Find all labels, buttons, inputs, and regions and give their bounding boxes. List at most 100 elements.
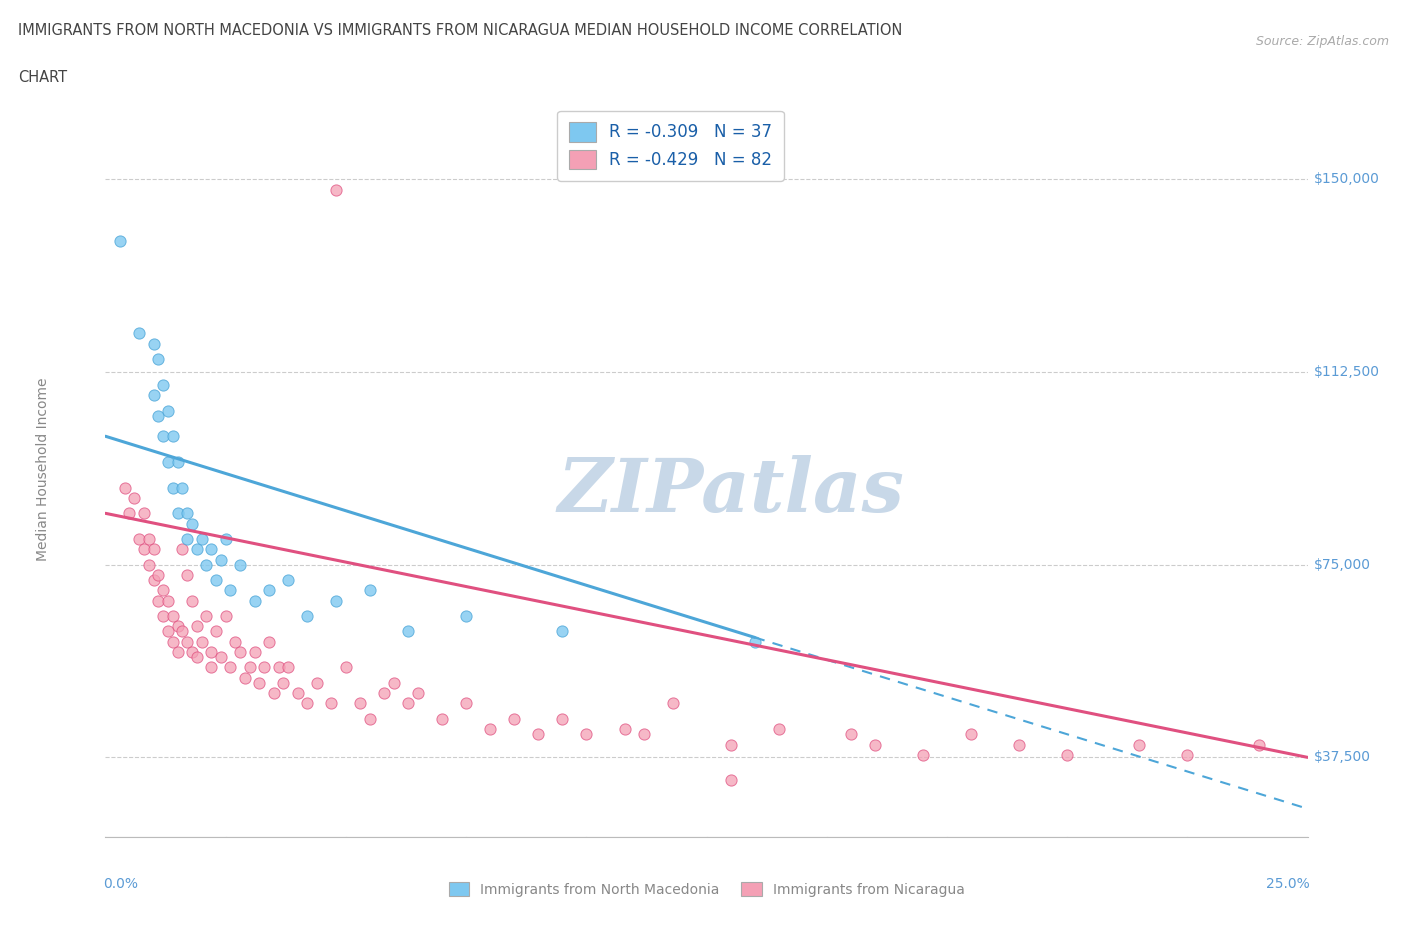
Point bbox=[142, 573, 165, 588]
Text: 0.0%: 0.0% bbox=[103, 877, 138, 892]
Point bbox=[186, 650, 208, 665]
Point bbox=[287, 685, 309, 700]
Point bbox=[247, 675, 270, 690]
Point bbox=[128, 532, 150, 547]
Point bbox=[209, 650, 232, 665]
Point bbox=[662, 696, 685, 711]
Point bbox=[479, 722, 502, 737]
Point bbox=[138, 532, 160, 547]
Point bbox=[156, 403, 179, 418]
Point bbox=[325, 593, 347, 608]
Point bbox=[863, 737, 886, 752]
Point bbox=[138, 557, 160, 572]
Point bbox=[224, 634, 246, 649]
Point bbox=[186, 618, 208, 633]
Point bbox=[176, 506, 198, 521]
Point bbox=[156, 624, 179, 639]
Point bbox=[335, 660, 357, 675]
Point bbox=[176, 532, 198, 547]
Point bbox=[108, 233, 131, 248]
Point bbox=[257, 583, 280, 598]
Point bbox=[181, 644, 204, 659]
Point bbox=[209, 552, 232, 567]
Text: CHART: CHART bbox=[18, 70, 67, 85]
Text: 25.0%: 25.0% bbox=[1267, 877, 1310, 892]
Point bbox=[166, 618, 188, 633]
Point bbox=[297, 696, 319, 711]
Point bbox=[114, 480, 136, 495]
Point bbox=[349, 696, 371, 711]
Point bbox=[166, 506, 188, 521]
Point bbox=[911, 748, 934, 763]
Point bbox=[267, 660, 290, 675]
Point bbox=[214, 608, 236, 623]
Point bbox=[396, 696, 419, 711]
Point bbox=[176, 634, 198, 649]
Point bbox=[768, 722, 790, 737]
Point bbox=[233, 671, 256, 685]
Text: $37,500: $37,500 bbox=[1313, 751, 1371, 764]
Point bbox=[1008, 737, 1031, 752]
Point bbox=[321, 696, 343, 711]
Point bbox=[720, 773, 742, 788]
Text: $75,000: $75,000 bbox=[1313, 558, 1371, 572]
Point bbox=[190, 532, 212, 547]
Point bbox=[551, 624, 574, 639]
Point bbox=[148, 352, 170, 366]
Point bbox=[148, 567, 170, 582]
Point bbox=[406, 685, 429, 700]
Point bbox=[359, 711, 381, 726]
Text: IMMIGRANTS FROM NORTH MACEDONIA VS IMMIGRANTS FROM NICARAGUA MEDIAN HOUSEHOLD IN: IMMIGRANTS FROM NORTH MACEDONIA VS IMMIG… bbox=[18, 23, 903, 38]
Point bbox=[551, 711, 574, 726]
Point bbox=[172, 542, 194, 557]
Point bbox=[720, 737, 742, 752]
Point bbox=[430, 711, 453, 726]
Point bbox=[229, 557, 252, 572]
Point bbox=[118, 506, 141, 521]
Point bbox=[172, 624, 194, 639]
Text: ZIPatlas: ZIPatlas bbox=[557, 456, 904, 528]
Point bbox=[239, 660, 262, 675]
Point bbox=[166, 644, 188, 659]
Point bbox=[128, 326, 150, 341]
Point bbox=[1249, 737, 1271, 752]
Point bbox=[148, 593, 170, 608]
Point bbox=[744, 634, 766, 649]
Point bbox=[124, 490, 146, 505]
Point bbox=[162, 429, 184, 444]
Point bbox=[195, 608, 218, 623]
Point bbox=[156, 593, 179, 608]
Point bbox=[195, 557, 218, 572]
Point bbox=[229, 644, 252, 659]
Point bbox=[152, 378, 174, 392]
Point bbox=[1175, 748, 1198, 763]
Point bbox=[839, 727, 862, 742]
Point bbox=[214, 532, 236, 547]
Point bbox=[200, 644, 222, 659]
Point bbox=[382, 675, 405, 690]
Point bbox=[152, 583, 174, 598]
Point bbox=[325, 182, 347, 197]
Point bbox=[454, 608, 477, 623]
Point bbox=[142, 388, 165, 403]
Point bbox=[200, 660, 222, 675]
Point bbox=[132, 506, 155, 521]
Point bbox=[277, 573, 299, 588]
Point bbox=[613, 722, 636, 737]
Point bbox=[277, 660, 299, 675]
Text: Source: ZipAtlas.com: Source: ZipAtlas.com bbox=[1256, 35, 1389, 48]
Point bbox=[176, 567, 198, 582]
Point bbox=[132, 542, 155, 557]
Legend: Immigrants from North Macedonia, Immigrants from Nicaragua: Immigrants from North Macedonia, Immigra… bbox=[441, 875, 972, 904]
Point bbox=[575, 727, 598, 742]
Point bbox=[142, 542, 165, 557]
Point bbox=[162, 480, 184, 495]
Point bbox=[142, 337, 165, 352]
Point bbox=[1128, 737, 1150, 752]
Point bbox=[152, 608, 174, 623]
Text: $112,500: $112,500 bbox=[1313, 365, 1379, 379]
Point bbox=[305, 675, 328, 690]
Point bbox=[190, 634, 212, 649]
Point bbox=[273, 675, 295, 690]
Text: Median Household Income: Median Household Income bbox=[37, 378, 51, 562]
